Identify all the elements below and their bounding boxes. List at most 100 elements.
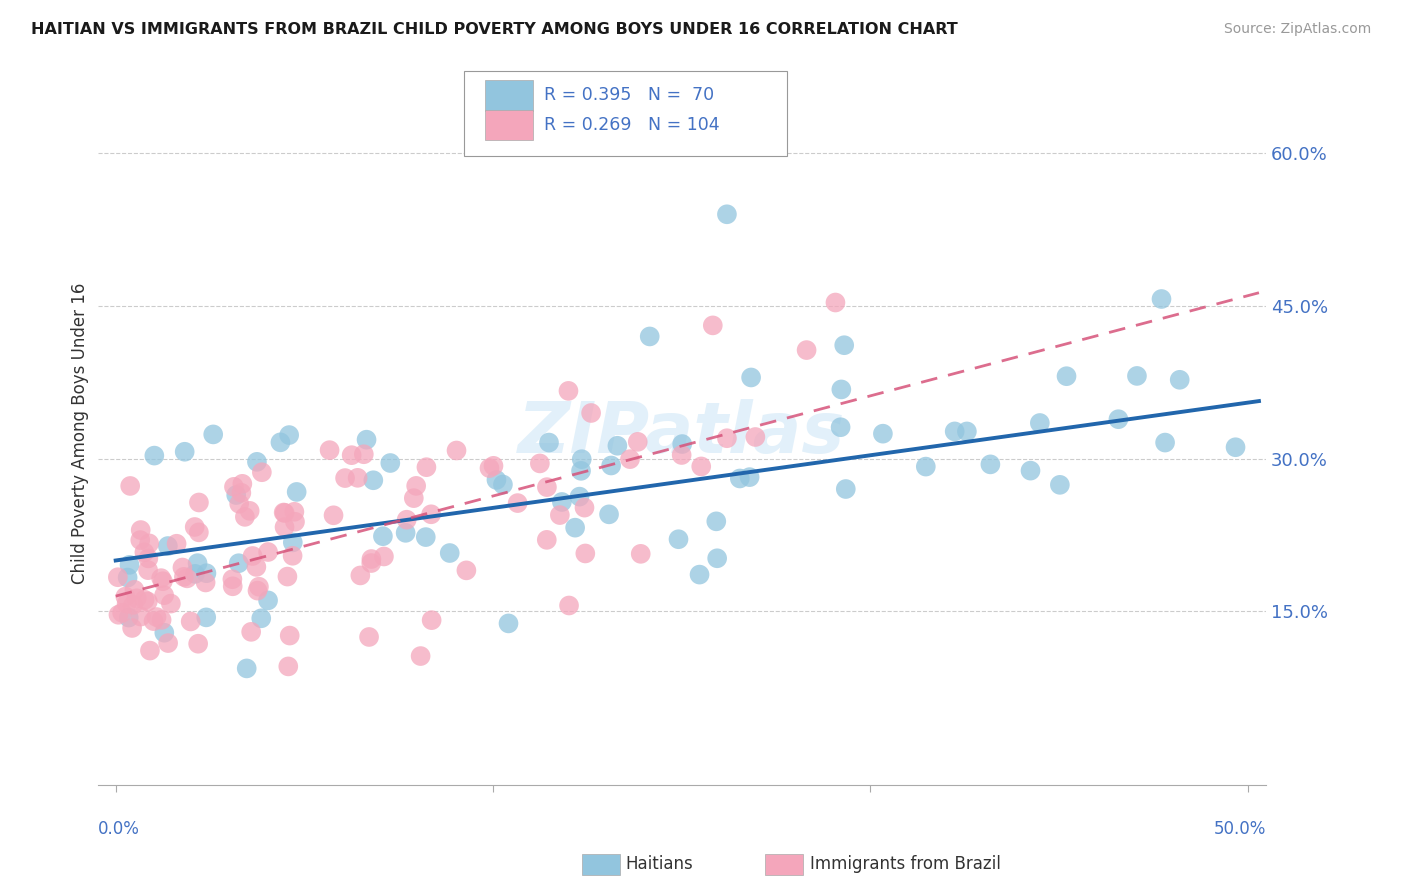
Point bbox=[221, 572, 243, 586]
Point bbox=[1056, 369, 1078, 384]
Point bbox=[360, 552, 382, 566]
Point bbox=[835, 482, 858, 496]
Point bbox=[363, 473, 385, 487]
Point bbox=[322, 508, 344, 523]
Point bbox=[574, 546, 596, 560]
Point bbox=[231, 476, 253, 491]
Point bbox=[187, 525, 209, 540]
Point bbox=[340, 448, 363, 462]
Point bbox=[1126, 368, 1149, 383]
Point bbox=[1154, 435, 1177, 450]
Point bbox=[277, 659, 299, 673]
Point bbox=[536, 533, 558, 547]
Point bbox=[1049, 478, 1071, 492]
Point bbox=[956, 425, 979, 439]
Point bbox=[598, 508, 620, 522]
Point bbox=[187, 637, 209, 651]
Point bbox=[943, 425, 966, 439]
Point bbox=[716, 207, 738, 221]
Point bbox=[568, 490, 591, 504]
Point bbox=[405, 479, 427, 493]
Point bbox=[269, 435, 291, 450]
Point bbox=[536, 480, 558, 494]
Point bbox=[139, 643, 162, 657]
Point bbox=[121, 621, 143, 635]
Point bbox=[283, 505, 305, 519]
Point bbox=[136, 563, 159, 577]
Point bbox=[166, 537, 188, 551]
Point bbox=[548, 508, 571, 522]
Point bbox=[914, 459, 936, 474]
Point bbox=[195, 610, 218, 624]
Point bbox=[702, 318, 724, 333]
Text: R = 0.395   N =  70: R = 0.395 N = 70 bbox=[544, 87, 714, 104]
Point bbox=[420, 613, 443, 627]
Point bbox=[446, 443, 468, 458]
Point bbox=[619, 452, 641, 467]
Point bbox=[156, 539, 179, 553]
Point bbox=[824, 295, 846, 310]
Point bbox=[558, 599, 581, 613]
Point bbox=[333, 471, 356, 485]
Text: Source: ZipAtlas.com: Source: ZipAtlas.com bbox=[1223, 22, 1371, 37]
Point bbox=[979, 458, 1001, 472]
Point bbox=[394, 525, 416, 540]
Point bbox=[273, 506, 295, 520]
Point bbox=[250, 465, 273, 479]
Point bbox=[478, 461, 501, 475]
Point bbox=[273, 506, 295, 520]
Point bbox=[360, 556, 382, 570]
Point bbox=[242, 549, 264, 563]
Point bbox=[222, 480, 245, 494]
Point bbox=[153, 588, 176, 602]
Point bbox=[1150, 292, 1173, 306]
Text: ZIPatlas: ZIPatlas bbox=[517, 399, 845, 467]
Point bbox=[485, 473, 508, 487]
Point bbox=[832, 338, 855, 352]
Point bbox=[638, 329, 661, 343]
Point bbox=[157, 636, 180, 650]
Point bbox=[690, 459, 713, 474]
Point bbox=[551, 495, 574, 509]
Point bbox=[231, 485, 253, 500]
Point bbox=[606, 439, 628, 453]
Point bbox=[346, 471, 368, 485]
Point bbox=[671, 448, 693, 462]
Point bbox=[402, 491, 425, 505]
Point bbox=[627, 434, 650, 449]
Point bbox=[529, 457, 551, 471]
Point bbox=[716, 431, 738, 445]
Point bbox=[111, 606, 134, 620]
Point bbox=[371, 529, 394, 543]
Point bbox=[233, 509, 256, 524]
Point bbox=[380, 456, 402, 470]
Point bbox=[246, 583, 269, 598]
Point bbox=[744, 430, 766, 444]
Point bbox=[145, 610, 167, 624]
Point bbox=[240, 624, 263, 639]
Point bbox=[284, 515, 307, 529]
Point bbox=[420, 508, 443, 522]
Point bbox=[439, 546, 461, 560]
Point bbox=[172, 560, 194, 574]
Point bbox=[373, 549, 395, 564]
Point bbox=[1107, 412, 1129, 426]
Point bbox=[689, 567, 711, 582]
Point bbox=[235, 661, 257, 675]
Point bbox=[246, 455, 269, 469]
Point bbox=[564, 521, 586, 535]
Point bbox=[173, 570, 195, 584]
Point bbox=[285, 484, 308, 499]
Point bbox=[872, 426, 894, 441]
Point bbox=[118, 610, 141, 624]
Point bbox=[150, 613, 173, 627]
Point bbox=[537, 435, 560, 450]
Point bbox=[117, 570, 139, 584]
Point bbox=[356, 433, 378, 447]
Point bbox=[671, 437, 693, 451]
Point bbox=[107, 607, 129, 622]
Point bbox=[114, 590, 136, 604]
Point bbox=[153, 625, 176, 640]
Point bbox=[250, 611, 273, 625]
Text: HAITIAN VS IMMIGRANTS FROM BRAZIL CHILD POVERTY AMONG BOYS UNDER 16 CORRELATION : HAITIAN VS IMMIGRANTS FROM BRAZIL CHILD … bbox=[31, 22, 957, 37]
